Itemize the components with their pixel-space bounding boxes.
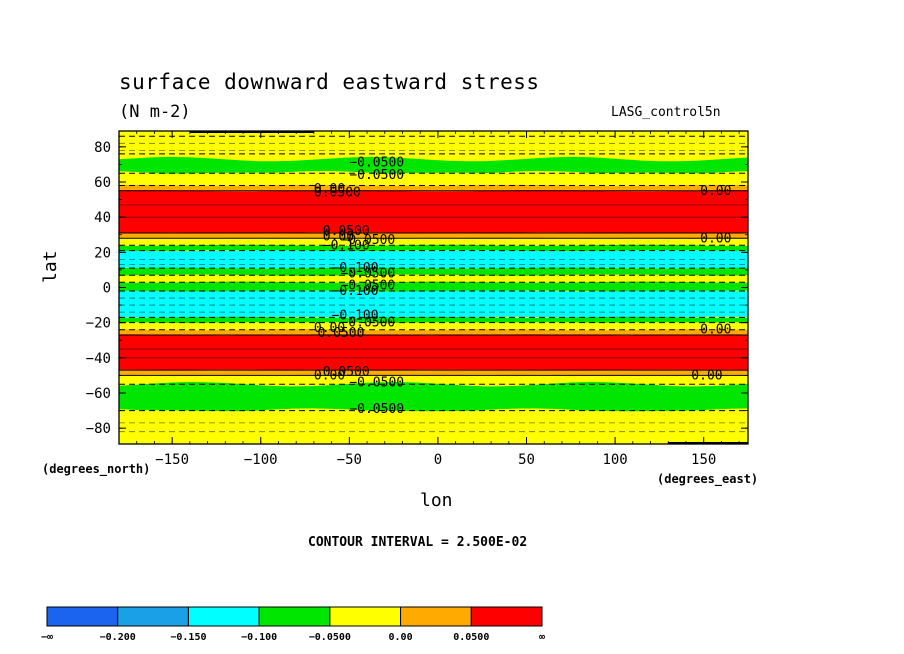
contour-label: 0.0500 [323, 365, 370, 380]
contour-band [119, 410, 748, 444]
x-axis-units: (degrees_east) [657, 472, 759, 486]
contour-band [119, 316, 748, 324]
contour-label: 0.00 [700, 184, 731, 199]
contour-label: 0.00 [314, 182, 345, 197]
contour-label: 0.00 [314, 321, 345, 336]
contour-label: −0.0500 [349, 168, 404, 183]
contour-label: −0.0500 [340, 316, 395, 331]
x-tick-label: −100 [244, 452, 278, 468]
contour-label: 0.0500 [314, 186, 361, 201]
y-tick-label: −80 [86, 421, 111, 437]
colorbar-swatch [117, 606, 189, 627]
colorbar-swatch [258, 606, 331, 627]
colorbar-swatch [470, 606, 543, 627]
contour-band [119, 369, 748, 376]
contour-band [119, 172, 748, 187]
colorbar-label: 0.00 [389, 632, 413, 643]
colorbar-swatch [329, 606, 402, 627]
contour-interval-note: CONTOUR INTERVAL = 2.500E-02 [308, 535, 528, 550]
y-tick-label: −40 [86, 351, 111, 367]
contour-label: −0.0500 [349, 375, 404, 390]
contour-band [119, 329, 748, 336]
contour-label: 0.0500 [317, 326, 364, 341]
contour-label: −0.100 [332, 261, 379, 276]
colorbar-label: −0.200 [100, 632, 136, 643]
contour-band [119, 232, 748, 239]
colorbar-label: ∞ [539, 632, 545, 643]
colorbar-label: 0.0500 [453, 632, 489, 643]
y-axis-ticks: −80 −60 −40 −20 0 20 40 60 80 [86, 140, 748, 437]
colorbar-label: −∞ [41, 632, 53, 643]
x-tick-label: −50 [337, 452, 362, 468]
x-tick-label: 0 [434, 452, 442, 468]
contour-label: 0.0500 [323, 224, 370, 239]
contour-band [119, 382, 748, 413]
contour-label: −0.100 [323, 238, 370, 253]
contour-band [119, 237, 748, 246]
contour-band [119, 244, 748, 252]
contour-band [119, 274, 748, 283]
filled-contour-bands [119, 131, 748, 444]
colorbar-label: −0.0500 [309, 632, 351, 643]
contour-band [119, 267, 748, 276]
contour-label: −0.0500 [340, 266, 395, 281]
x-tick-label: −150 [155, 452, 189, 468]
contour-label: −0.0500 [349, 402, 404, 417]
colorbar-swatch [187, 606, 260, 627]
x-tick-label: 50 [518, 452, 535, 468]
y-axis-title: lat [40, 250, 61, 283]
contour-label: 0.00 [700, 323, 731, 338]
contour-label: −0.100 [332, 284, 379, 299]
y-axis-units: (degrees_north) [42, 462, 151, 476]
colorbar-label: −0.150 [170, 632, 206, 643]
chart-units: (N m-2) [119, 102, 191, 122]
contour-band [119, 184, 748, 192]
colorbar-swatch [400, 606, 472, 627]
chart-title: surface downward eastward stress [119, 70, 540, 94]
x-tick-label: 100 [602, 452, 627, 468]
contour-band [119, 322, 748, 331]
contour-label: −0.0500 [349, 156, 404, 171]
y-tick-label: 20 [94, 245, 111, 261]
contour-band [119, 334, 748, 371]
contour-label: −0.0500 [340, 279, 395, 294]
y-tick-label: 40 [94, 210, 111, 226]
y-tick-label: −20 [86, 316, 111, 332]
colorbar-swatch [46, 606, 119, 627]
y-tick-label: −60 [86, 386, 111, 402]
contour-band [119, 190, 748, 234]
colorbar-label: −0.100 [241, 632, 277, 643]
contour-band [119, 290, 748, 318]
colorbar: −∞ −0.200 −0.150 −0.100 −0.0500 0.00 0.0500 ∞ [41, 606, 545, 643]
y-tick-label: 60 [94, 175, 111, 191]
contour-label: 0.00 [700, 231, 731, 246]
contour-band [119, 156, 748, 176]
y-tick-label: 0 [103, 281, 111, 297]
x-axis-title: lon [420, 490, 453, 511]
contour-label: 0.00 [314, 368, 345, 383]
x-axis-ticks: −150 −100 −50 0 50 100 150 [136, 131, 740, 468]
contour-label: 0.00 [691, 368, 722, 383]
contour-band [119, 281, 748, 292]
contour-label: −0.100 [332, 309, 379, 324]
contour-band [119, 135, 748, 155]
contour-label: −0.0500 [340, 233, 395, 248]
x-tick-label: 150 [691, 452, 716, 468]
contour-lines [119, 131, 748, 444]
model-name: LASG_control5n [611, 105, 721, 120]
y-tick-label: 80 [94, 140, 111, 156]
contour-label: 0.00 [323, 230, 354, 245]
